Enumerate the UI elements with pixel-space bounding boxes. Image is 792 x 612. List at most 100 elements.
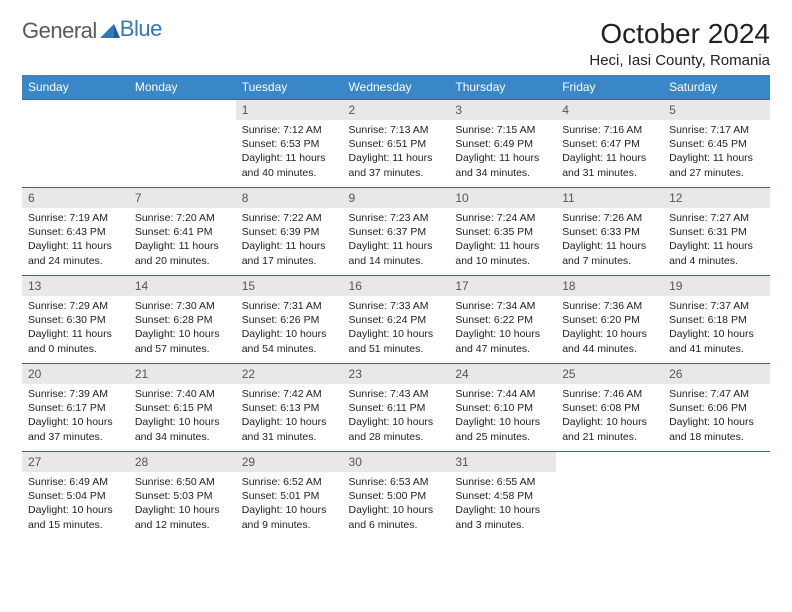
weekday-header: Tuesday — [236, 75, 343, 100]
calendar-cell: 22Sunrise: 7:42 AMSunset: 6:13 PMDayligh… — [236, 364, 343, 452]
day-number: 19 — [663, 276, 770, 296]
header: General Blue October 2024 Heci, Iasi Cou… — [22, 18, 770, 69]
day-number: 23 — [343, 364, 450, 384]
day-number: 29 — [236, 452, 343, 472]
weekday-header: Saturday — [663, 75, 770, 100]
calendar-cell: 28Sunrise: 6:50 AMSunset: 5:03 PMDayligh… — [129, 452, 236, 540]
day-detail: Sunrise: 7:12 AMSunset: 6:53 PMDaylight:… — [236, 120, 343, 184]
day-number: 14 — [129, 276, 236, 296]
day-number: 10 — [449, 188, 556, 208]
calendar-cell: 17Sunrise: 7:34 AMSunset: 6:22 PMDayligh… — [449, 276, 556, 364]
day-number: 20 — [22, 364, 129, 384]
day-detail: Sunrise: 7:15 AMSunset: 6:49 PMDaylight:… — [449, 120, 556, 184]
day-detail: Sunrise: 7:42 AMSunset: 6:13 PMDaylight:… — [236, 384, 343, 448]
day-number: 7 — [129, 188, 236, 208]
day-number: 4 — [556, 100, 663, 120]
day-number: 2 — [343, 100, 450, 120]
calendar-cell: 26Sunrise: 7:47 AMSunset: 6:06 PMDayligh… — [663, 364, 770, 452]
day-detail: Sunrise: 7:40 AMSunset: 6:15 PMDaylight:… — [129, 384, 236, 448]
logo-text-blue: Blue — [120, 16, 162, 42]
day-detail: Sunrise: 7:22 AMSunset: 6:39 PMDaylight:… — [236, 208, 343, 272]
day-detail: Sunrise: 7:17 AMSunset: 6:45 PMDaylight:… — [663, 120, 770, 184]
calendar-cell: 30Sunrise: 6:53 AMSunset: 5:00 PMDayligh… — [343, 452, 450, 540]
day-detail: Sunrise: 6:55 AMSunset: 4:58 PMDaylight:… — [449, 472, 556, 536]
calendar-cell — [556, 452, 663, 540]
calendar-body: 1Sunrise: 7:12 AMSunset: 6:53 PMDaylight… — [22, 100, 770, 540]
calendar-cell: 19Sunrise: 7:37 AMSunset: 6:18 PMDayligh… — [663, 276, 770, 364]
day-detail: Sunrise: 7:34 AMSunset: 6:22 PMDaylight:… — [449, 296, 556, 360]
calendar-cell: 20Sunrise: 7:39 AMSunset: 6:17 PMDayligh… — [22, 364, 129, 452]
calendar-cell: 9Sunrise: 7:23 AMSunset: 6:37 PMDaylight… — [343, 188, 450, 276]
weekday-header: Wednesday — [343, 75, 450, 100]
calendar-table: SundayMondayTuesdayWednesdayThursdayFrid… — [22, 75, 770, 540]
calendar-cell: 23Sunrise: 7:43 AMSunset: 6:11 PMDayligh… — [343, 364, 450, 452]
weekday-header: Thursday — [449, 75, 556, 100]
calendar-cell: 11Sunrise: 7:26 AMSunset: 6:33 PMDayligh… — [556, 188, 663, 276]
calendar-cell — [22, 100, 129, 188]
calendar-cell: 16Sunrise: 7:33 AMSunset: 6:24 PMDayligh… — [343, 276, 450, 364]
day-detail: Sunrise: 7:19 AMSunset: 6:43 PMDaylight:… — [22, 208, 129, 272]
day-number: 3 — [449, 100, 556, 120]
calendar-row: 27Sunrise: 6:49 AMSunset: 5:04 PMDayligh… — [22, 452, 770, 540]
calendar-cell: 24Sunrise: 7:44 AMSunset: 6:10 PMDayligh… — [449, 364, 556, 452]
day-number: 22 — [236, 364, 343, 384]
calendar-cell: 18Sunrise: 7:36 AMSunset: 6:20 PMDayligh… — [556, 276, 663, 364]
day-detail: Sunrise: 7:30 AMSunset: 6:28 PMDaylight:… — [129, 296, 236, 360]
calendar-cell: 4Sunrise: 7:16 AMSunset: 6:47 PMDaylight… — [556, 100, 663, 188]
logo: General Blue — [22, 18, 162, 44]
day-detail: Sunrise: 6:49 AMSunset: 5:04 PMDaylight:… — [22, 472, 129, 536]
calendar-row: 13Sunrise: 7:29 AMSunset: 6:30 PMDayligh… — [22, 276, 770, 364]
calendar-cell: 25Sunrise: 7:46 AMSunset: 6:08 PMDayligh… — [556, 364, 663, 452]
location-text: Heci, Iasi County, Romania — [589, 52, 770, 69]
day-number: 25 — [556, 364, 663, 384]
calendar-cell — [663, 452, 770, 540]
weekday-header-row: SundayMondayTuesdayWednesdayThursdayFrid… — [22, 75, 770, 100]
calendar-cell — [129, 100, 236, 188]
day-number: 5 — [663, 100, 770, 120]
day-number: 27 — [22, 452, 129, 472]
day-number: 24 — [449, 364, 556, 384]
calendar-row: 1Sunrise: 7:12 AMSunset: 6:53 PMDaylight… — [22, 100, 770, 188]
day-detail: Sunrise: 7:27 AMSunset: 6:31 PMDaylight:… — [663, 208, 770, 272]
day-detail: Sunrise: 6:52 AMSunset: 5:01 PMDaylight:… — [236, 472, 343, 536]
day-detail: Sunrise: 7:47 AMSunset: 6:06 PMDaylight:… — [663, 384, 770, 448]
day-number: 30 — [343, 452, 450, 472]
calendar-cell: 8Sunrise: 7:22 AMSunset: 6:39 PMDaylight… — [236, 188, 343, 276]
day-number: 18 — [556, 276, 663, 296]
day-detail: Sunrise: 7:23 AMSunset: 6:37 PMDaylight:… — [343, 208, 450, 272]
day-detail: Sunrise: 7:36 AMSunset: 6:20 PMDaylight:… — [556, 296, 663, 360]
weekday-header: Sunday — [22, 75, 129, 100]
calendar-cell: 31Sunrise: 6:55 AMSunset: 4:58 PMDayligh… — [449, 452, 556, 540]
day-detail: Sunrise: 7:29 AMSunset: 6:30 PMDaylight:… — [22, 296, 129, 360]
day-detail: Sunrise: 6:50 AMSunset: 5:03 PMDaylight:… — [129, 472, 236, 536]
day-number: 12 — [663, 188, 770, 208]
day-detail: Sunrise: 6:53 AMSunset: 5:00 PMDaylight:… — [343, 472, 450, 536]
calendar-cell: 29Sunrise: 6:52 AMSunset: 5:01 PMDayligh… — [236, 452, 343, 540]
day-detail: Sunrise: 7:24 AMSunset: 6:35 PMDaylight:… — [449, 208, 556, 272]
day-number: 28 — [129, 452, 236, 472]
calendar-cell: 12Sunrise: 7:27 AMSunset: 6:31 PMDayligh… — [663, 188, 770, 276]
calendar-cell: 13Sunrise: 7:29 AMSunset: 6:30 PMDayligh… — [22, 276, 129, 364]
day-number: 21 — [129, 364, 236, 384]
day-number: 8 — [236, 188, 343, 208]
day-detail: Sunrise: 7:31 AMSunset: 6:26 PMDaylight:… — [236, 296, 343, 360]
calendar-cell: 7Sunrise: 7:20 AMSunset: 6:41 PMDaylight… — [129, 188, 236, 276]
calendar-cell: 2Sunrise: 7:13 AMSunset: 6:51 PMDaylight… — [343, 100, 450, 188]
day-number: 13 — [22, 276, 129, 296]
day-detail: Sunrise: 7:16 AMSunset: 6:47 PMDaylight:… — [556, 120, 663, 184]
day-detail: Sunrise: 7:39 AMSunset: 6:17 PMDaylight:… — [22, 384, 129, 448]
calendar-row: 6Sunrise: 7:19 AMSunset: 6:43 PMDaylight… — [22, 188, 770, 276]
calendar-cell: 3Sunrise: 7:15 AMSunset: 6:49 PMDaylight… — [449, 100, 556, 188]
day-number: 6 — [22, 188, 129, 208]
day-number: 31 — [449, 452, 556, 472]
day-detail: Sunrise: 7:37 AMSunset: 6:18 PMDaylight:… — [663, 296, 770, 360]
day-detail: Sunrise: 7:44 AMSunset: 6:10 PMDaylight:… — [449, 384, 556, 448]
day-number: 26 — [663, 364, 770, 384]
day-number: 9 — [343, 188, 450, 208]
calendar-cell: 10Sunrise: 7:24 AMSunset: 6:35 PMDayligh… — [449, 188, 556, 276]
day-detail: Sunrise: 7:20 AMSunset: 6:41 PMDaylight:… — [129, 208, 236, 272]
day-number: 1 — [236, 100, 343, 120]
calendar-cell: 21Sunrise: 7:40 AMSunset: 6:15 PMDayligh… — [129, 364, 236, 452]
weekday-header: Friday — [556, 75, 663, 100]
day-number: 11 — [556, 188, 663, 208]
